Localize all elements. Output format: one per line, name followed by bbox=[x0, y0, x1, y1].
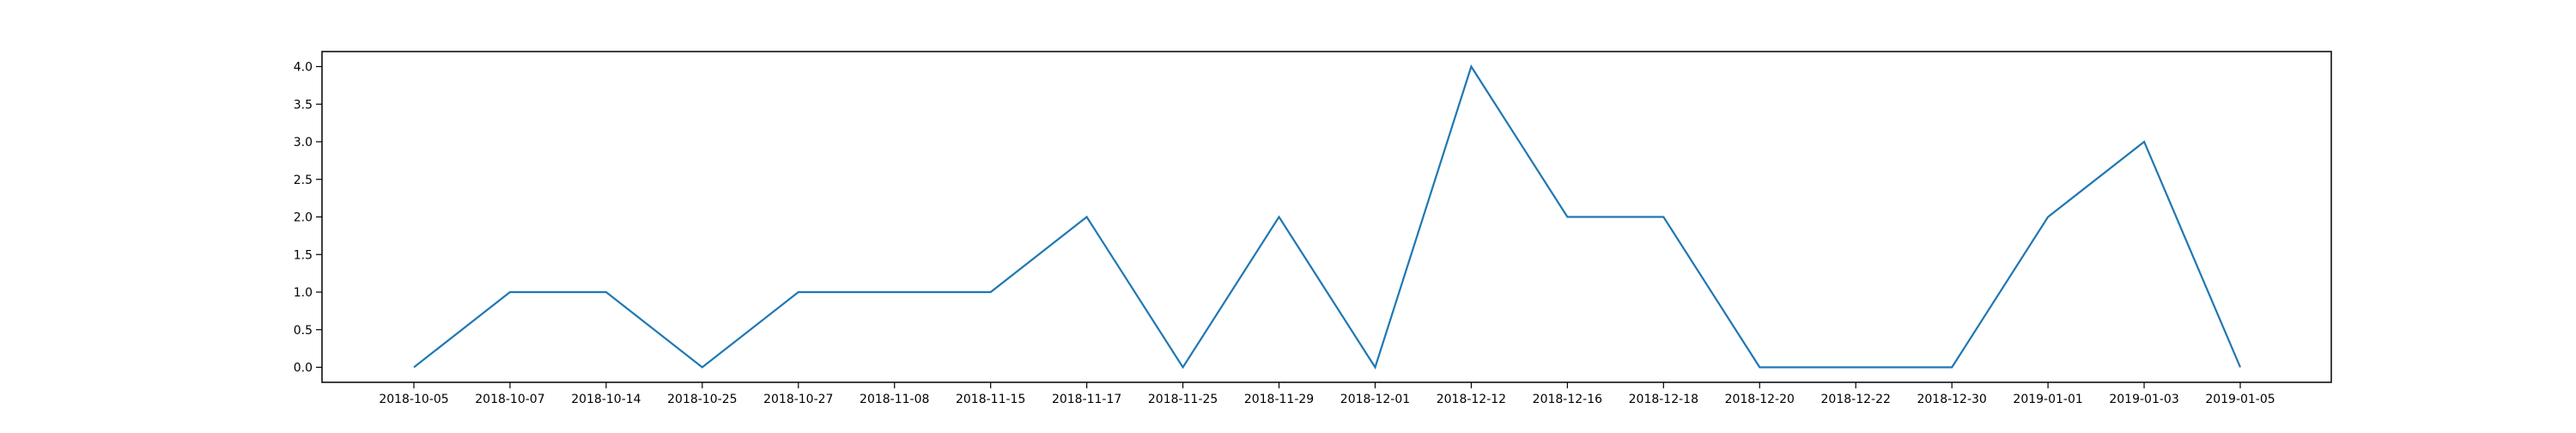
y-tick-label: 1.5 bbox=[294, 248, 313, 262]
x-tick-label: 2019-01-03 bbox=[2109, 393, 2178, 406]
x-tick-label: 2018-10-25 bbox=[667, 393, 737, 406]
x-tick-label: 2018-12-20 bbox=[1725, 393, 1795, 406]
x-tick-label: 2018-10-05 bbox=[379, 393, 448, 406]
x-tick-label: 2018-10-14 bbox=[571, 393, 641, 406]
x-tick-label: 2018-12-01 bbox=[1340, 393, 1410, 406]
y-tick-label: 4.0 bbox=[294, 61, 313, 75]
x-tick-label: 2018-11-17 bbox=[1052, 393, 1121, 406]
x-tick-label: 2018-12-22 bbox=[1821, 393, 1891, 406]
x-tick-label: 2018-11-25 bbox=[1148, 393, 1218, 406]
y-tick-label: 3.0 bbox=[294, 136, 313, 149]
x-tick-label: 2018-12-16 bbox=[1533, 393, 1602, 406]
x-tick-label: 2018-12-12 bbox=[1437, 393, 1506, 406]
series-layer bbox=[413, 64, 2242, 370]
series-line bbox=[413, 64, 2242, 370]
x-tick-label: 2018-12-30 bbox=[1917, 393, 1986, 406]
y-tick-label: 2.0 bbox=[294, 211, 313, 225]
tick-labels: 0.0 0.5 1.0 1.5 2.0 2.5 3.0 3.5 4.0 2018-10-05 201… bbox=[294, 61, 2275, 407]
x-tick-label: 2018-11-29 bbox=[1244, 393, 1314, 406]
y-tick-label: 0.0 bbox=[294, 362, 313, 375]
x-tick-label: 2018-11-15 bbox=[956, 393, 1025, 406]
y-tick-label: 1.0 bbox=[294, 286, 313, 300]
x-tick-label: 2018-10-27 bbox=[763, 393, 833, 406]
x-tick-label: 2019-01-01 bbox=[2013, 393, 2082, 406]
tick-marks bbox=[316, 65, 2241, 388]
y-tick-label: 3.5 bbox=[294, 98, 313, 112]
y-tick-label: 2.5 bbox=[294, 174, 313, 187]
x-tick-label: 2018-11-08 bbox=[860, 393, 929, 406]
x-tick-label: 2019-01-05 bbox=[2205, 393, 2275, 406]
x-tick-label: 2018-12-18 bbox=[1629, 393, 1698, 406]
y-tick-label: 0.5 bbox=[294, 324, 313, 338]
x-tick-label: 2018-10-07 bbox=[475, 393, 544, 406]
